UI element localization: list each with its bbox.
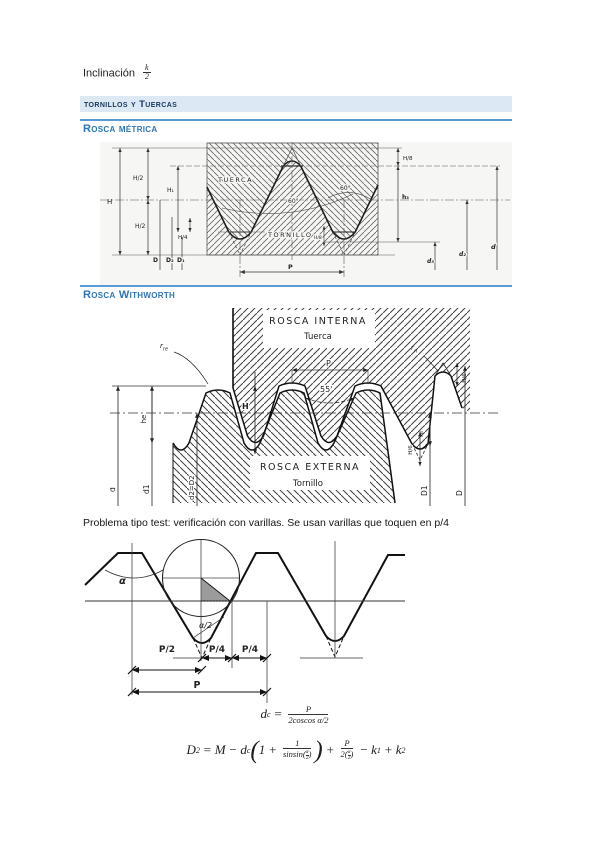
label-D: D: [153, 257, 158, 264]
intro-line: Inclinación k 2: [83, 64, 151, 81]
label-r-ri: rri: [411, 344, 418, 355]
f2-plus-2: +: [325, 742, 335, 757]
fraction-denominator: 2: [144, 72, 149, 81]
f2-frac2-den: 2(α 2): [340, 748, 354, 762]
label-D1: D₁: [177, 257, 185, 264]
label-tuerca: TUERCA: [217, 176, 253, 184]
label-d1: d1: [142, 484, 151, 494]
f1-equals: =: [273, 706, 283, 721]
label-alpha: α: [119, 576, 126, 587]
f1-fraction: P 2coscos α/2: [288, 704, 329, 725]
intro-text: Inclinación: [83, 67, 135, 80]
f2-one: 1: [258, 742, 266, 757]
f2-M: M: [214, 742, 226, 757]
label-P: P: [326, 359, 331, 368]
f2-lhs: D: [186, 742, 196, 757]
f2-k1-sub: 1: [376, 745, 381, 755]
f2-k2-sub: 2: [401, 745, 406, 755]
f2-frac2-num: P: [340, 738, 354, 750]
withworth-thread-diagram: ROSCA INTERNA Tuerca ROSCA EXTERNA Torni…: [110, 308, 500, 506]
f2-frac1-den: sinsin(α 2): [282, 748, 312, 762]
label-H2-upper: H/2: [133, 175, 144, 182]
label-P-wire: P: [194, 680, 201, 691]
section-band-label: tornillos y Tuercas: [84, 98, 178, 110]
intro-fraction: k 2: [143, 64, 151, 81]
label-alpha-half: α/2: [199, 621, 212, 630]
label-H8-root: H/8: [314, 235, 322, 241]
label-H: H: [242, 402, 249, 411]
f2-frac1-num: 1: [282, 738, 312, 750]
f2-fraction-2: P 2(α 2): [340, 738, 354, 762]
label-he: he: [140, 415, 148, 424]
f2-k2: k: [395, 742, 402, 757]
label-H2-lower: H/2: [135, 223, 146, 230]
f2-k1: k: [371, 742, 377, 757]
label-H6-bottom: H/6: [408, 445, 414, 455]
label-rosca-externa: ROSCA EXTERNA: [260, 462, 360, 473]
f2-paren-open: (: [250, 736, 259, 764]
f2-plus-3: +: [383, 742, 393, 757]
label-60deg-2: 60°: [340, 185, 351, 192]
label-H1: H₁: [167, 187, 175, 194]
label-d2: d₂: [459, 251, 466, 258]
f2-plus-1: +: [268, 742, 277, 757]
label-P: P: [288, 263, 293, 271]
f1-lhs-sub: c: [267, 709, 271, 719]
label-h3: h₃: [402, 194, 409, 201]
label-D: D: [455, 490, 464, 496]
heading-rosca-withworth: Rosca Withworth: [83, 289, 176, 301]
label-D1: D1: [420, 485, 429, 496]
label-H4: H/4: [178, 235, 188, 241]
label-d: d: [491, 243, 496, 251]
f2-fraction-1: 1 sinsin(α 2): [282, 738, 312, 762]
section-band-tornillos: tornillos y Tuercas: [80, 96, 512, 112]
label-tornillo: TORNILLO: [267, 231, 313, 239]
heading-rosca-metrica: Rosca métrica: [83, 123, 158, 135]
label-55deg: 55': [320, 385, 332, 394]
label-P4-b: P/4: [242, 645, 258, 655]
f1-numerator: P: [288, 704, 329, 715]
label-H8: H/8: [403, 156, 413, 162]
label-hi: hi: [417, 431, 425, 437]
label-r-re: rre: [160, 342, 168, 353]
label-tornillo: Tornillo: [292, 479, 323, 489]
f2-dc: d: [240, 742, 247, 757]
f2-minus-2: −: [359, 742, 369, 757]
divider-rule-2: [80, 285, 512, 287]
fraction-numerator: k: [143, 63, 151, 73]
f1-denominator: 2coscos α/2: [288, 714, 329, 725]
problem-text: Problema tipo test: verificación con var…: [83, 517, 449, 529]
f2-dc-sub: c: [246, 745, 251, 755]
label-P4-a: P/4: [209, 645, 225, 655]
metric-thread-diagram: H H/2 H/2 H₁ H/4 D D₂ D₁ P H/8 h₃ d₃ d₂ …: [100, 142, 512, 285]
f2-equals: =: [202, 742, 212, 757]
wire-measurement-diagram: α α/2 P/4 P/4 P/2: [84, 538, 405, 703]
label-60deg-1: 60°: [288, 198, 299, 205]
f2-paren-close: ): [314, 736, 323, 764]
label-P2: P/2: [159, 645, 175, 655]
label-rosca-interna: ROSCA INTERNA: [269, 316, 367, 327]
label-d2-D2: d2=D2: [188, 475, 196, 500]
label-H: H: [107, 198, 112, 206]
label-d: d: [110, 487, 117, 492]
label-D2: D₂: [166, 257, 174, 264]
f2-minus-1: −: [228, 742, 238, 757]
f1-lhs: d: [260, 706, 268, 721]
f2-lhs-sub: 2: [195, 745, 200, 755]
divider-rule: [80, 119, 512, 121]
label-d3: d₃: [427, 258, 434, 265]
label-tuerca: Tuerca: [303, 332, 332, 342]
